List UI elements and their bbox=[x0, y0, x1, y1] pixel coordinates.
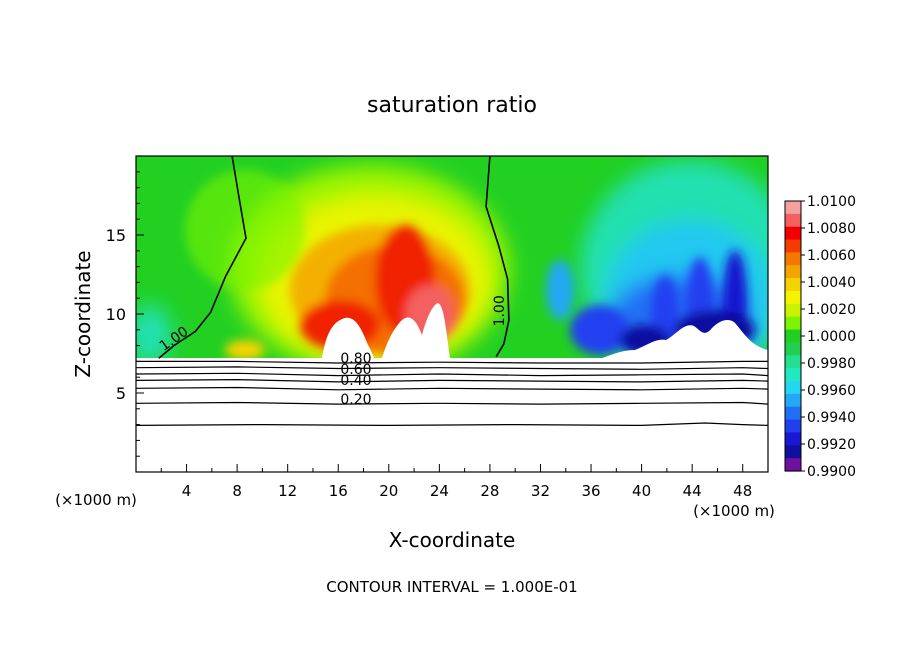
colorbar-label-9: 0.9920 bbox=[807, 437, 856, 453]
contour-line-1 bbox=[485, 156, 510, 358]
colorbar-swatch-16 bbox=[785, 406, 801, 421]
colorbar-swatch-18 bbox=[785, 432, 801, 446]
x-axis: 4 8 12 16 20 24 28 32 36 40 44 48 bbox=[160, 464, 752, 500]
plot-area bbox=[136, 156, 768, 472]
colorbar-label-3: 1.0040 bbox=[807, 275, 856, 291]
colorbar-label-10: 0.9900 bbox=[807, 464, 856, 480]
contour-label-1: 1.00 bbox=[492, 295, 508, 326]
colorbar: 1.0100 1.0080 1.0060 1.0040 1.0020 1.0000 0.99… bbox=[784, 194, 856, 480]
x-tick-label-2: 12 bbox=[278, 482, 297, 500]
chart-title: saturation ratio bbox=[367, 93, 537, 118]
y-tick-label-2: 15 bbox=[106, 226, 126, 245]
colorbar-swatch-9 bbox=[785, 316, 801, 331]
contour-line-3 bbox=[136, 366, 768, 370]
contour-interval-footer: CONTOUR INTERVAL = 1.000E-01 bbox=[326, 578, 577, 596]
colorbar-swatch-1 bbox=[785, 213, 801, 228]
contour-line-8 bbox=[136, 422, 768, 427]
colorbar-swatch-19 bbox=[785, 445, 801, 459]
x-tick-label-11: 48 bbox=[733, 482, 752, 500]
contour-line-4 bbox=[136, 372, 768, 377]
x-tick-label-9: 40 bbox=[632, 482, 651, 500]
colorbar-swatch-13 bbox=[785, 368, 801, 382]
colorbar-swatch-5 bbox=[785, 265, 801, 279]
colorbar-swatch-20 bbox=[785, 458, 801, 472]
contour-label-3: 0.60 bbox=[340, 362, 371, 378]
x-axis-label: X-coordinate bbox=[389, 528, 516, 552]
colorbar-swatch-8 bbox=[785, 303, 801, 318]
contour-label-4: 0.40 bbox=[340, 373, 371, 389]
contour-line-5 bbox=[136, 378, 768, 383]
contour-line-2 bbox=[136, 360, 768, 364]
x-unit-left: (×1000 m) bbox=[55, 491, 137, 509]
x-tick-label-7: 32 bbox=[531, 482, 550, 500]
colorbar-swatch-7 bbox=[785, 291, 801, 305]
colorbar-label-7: 0.9960 bbox=[807, 383, 856, 399]
colorbar-swatch-10 bbox=[785, 329, 801, 344]
colorbar-swatch-4 bbox=[785, 252, 801, 266]
colorbar-swatch-17 bbox=[785, 419, 801, 434]
contour-labels: 1.001.000.800.600.400.20 bbox=[157, 295, 508, 408]
y-tick-label-0: 5 bbox=[116, 384, 126, 403]
contour-line-6 bbox=[136, 386, 768, 391]
x-tick-label-8: 36 bbox=[581, 482, 600, 500]
white-regions bbox=[136, 303, 768, 472]
colorbar-label-2: 1.0060 bbox=[807, 248, 856, 264]
colorbar-swatch-14 bbox=[785, 381, 801, 395]
x-tick-label-0: 4 bbox=[182, 482, 192, 500]
y-tick-label-1: 10 bbox=[106, 305, 126, 324]
contour-label-5: 0.20 bbox=[340, 392, 371, 408]
colorbar-swatch-3 bbox=[785, 239, 801, 254]
x-tick-label-4: 20 bbox=[379, 482, 398, 500]
contour-label-2: 0.80 bbox=[340, 351, 371, 367]
colorbar-label-8: 0.9940 bbox=[807, 410, 856, 426]
contour-line-0 bbox=[158, 156, 247, 359]
x-tick-label-10: 44 bbox=[683, 482, 702, 500]
colorbar-label-5: 1.0000 bbox=[807, 329, 856, 345]
colorbar-label-4: 1.0020 bbox=[807, 302, 856, 318]
y-axis: 5 10 15 bbox=[106, 171, 144, 457]
colorbar-swatch-6 bbox=[785, 278, 801, 292]
x-tick-label-1: 8 bbox=[232, 482, 242, 500]
x-tick-label-6: 28 bbox=[480, 482, 499, 500]
colorbar-label-1: 1.0080 bbox=[807, 221, 856, 237]
colorbar-swatch-15 bbox=[785, 393, 801, 408]
contour-line-7 bbox=[136, 401, 768, 405]
x-unit-right: (×1000 m) bbox=[693, 502, 775, 520]
colorbar-swatch-2 bbox=[785, 226, 801, 241]
x-tick-label-5: 24 bbox=[430, 482, 449, 500]
colorbar-swatch-11 bbox=[785, 342, 801, 356]
x-tick-label-3: 16 bbox=[329, 482, 348, 500]
colorbar-label-0: 1.0100 bbox=[807, 194, 856, 210]
colorbar-label-6: 0.9980 bbox=[807, 356, 856, 372]
colorbar-swatch-12 bbox=[785, 355, 801, 369]
contour-lines bbox=[136, 156, 768, 427]
y-axis-label: Z-coordinate bbox=[71, 250, 95, 377]
colorbar-swatch-0 bbox=[785, 201, 801, 215]
